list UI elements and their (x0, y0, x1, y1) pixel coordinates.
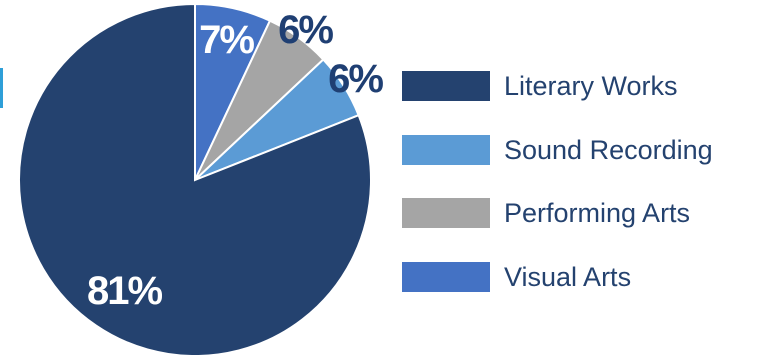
legend-swatch-performing-arts (402, 198, 490, 228)
slice-label-performing-arts: 6% (278, 8, 333, 52)
legend-item-literary-works: Literary Works (402, 66, 678, 106)
legend-item-visual-arts: Visual Arts (402, 257, 631, 297)
legend-swatch-visual-arts (402, 262, 490, 292)
legend-item-sound-recording: Sound Recording (402, 130, 713, 170)
edge-accent-mark (0, 68, 3, 108)
legend-label-performing-arts: Performing Arts (504, 197, 691, 228)
legend-label-visual-arts: Visual Arts (504, 261, 632, 292)
legend-item-performing-arts: Performing Arts (402, 193, 690, 233)
legend-swatch-sound-recording (402, 135, 490, 165)
slice-label-sound-recording: 6% (328, 57, 383, 101)
legend-label-literary-works: Literary Works (504, 70, 678, 101)
legend-label-sound-recording: Sound Recording (504, 134, 713, 165)
slice-label-visual-arts: 7% (199, 18, 254, 62)
slice-label-literary-works: 81% (87, 269, 162, 313)
legend-swatch-literary-works (402, 71, 490, 101)
pie-slice-literary-works (18, 2, 372, 355)
